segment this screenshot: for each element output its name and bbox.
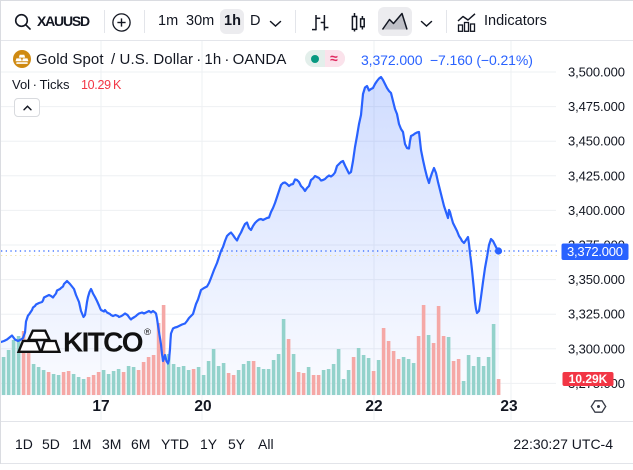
svg-text:23: 23 [500, 398, 518, 415]
svg-text:3,300.000: 3,300.000 [568, 341, 625, 356]
svg-text:3,325.000: 3,325.000 [568, 307, 625, 322]
svg-text:22: 22 [365, 398, 382, 415]
svg-text:3,400.000: 3,400.000 [568, 203, 625, 218]
svg-text:3,350.000: 3,350.000 [568, 272, 625, 287]
svg-text:3,450.000: 3,450.000 [568, 134, 625, 149]
svg-text:17: 17 [92, 398, 109, 415]
svg-text:3,475.000: 3,475.000 [568, 99, 625, 114]
svg-text:3,500.000: 3,500.000 [568, 65, 625, 80]
svg-text:3,425.000: 3,425.000 [568, 168, 625, 183]
svg-text:®: ® [144, 327, 151, 338]
svg-text:10.29K: 10.29K [569, 372, 608, 386]
svg-text:3,372.000: 3,372.000 [567, 244, 623, 259]
svg-text:KITCO: KITCO [63, 327, 143, 358]
svg-text:20: 20 [194, 398, 211, 415]
